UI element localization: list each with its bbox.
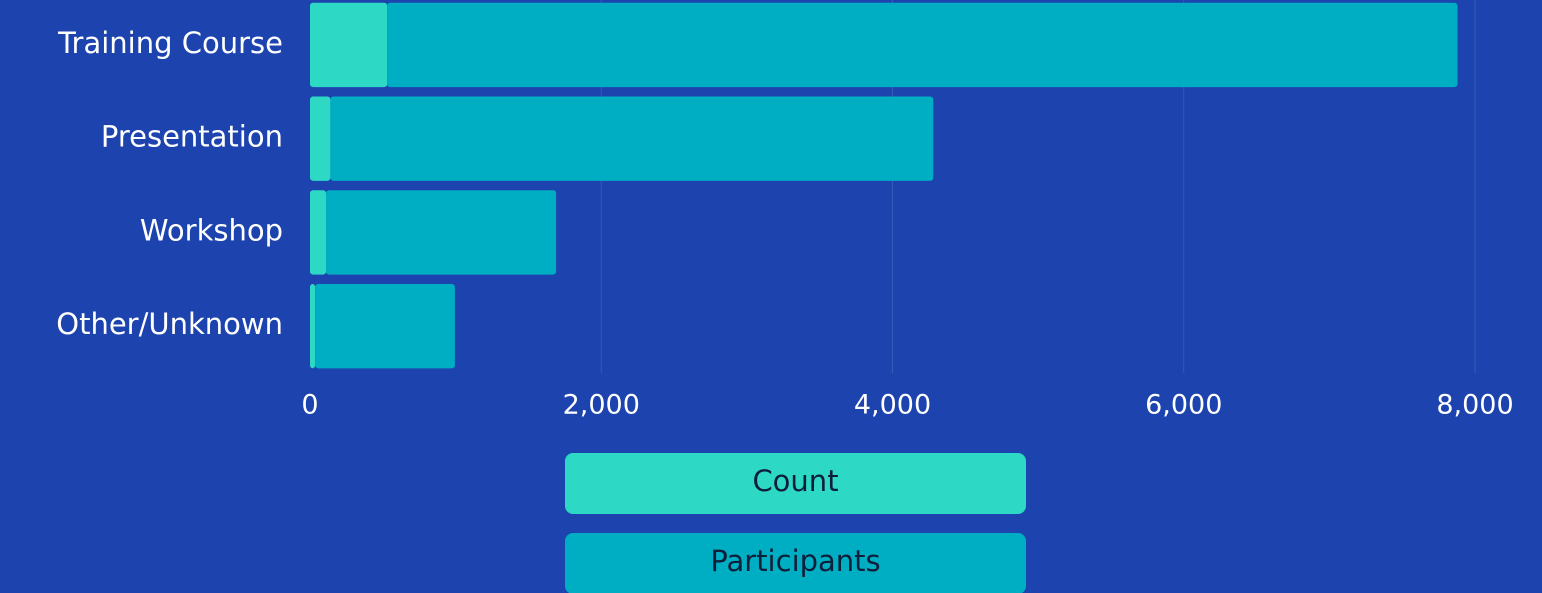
bar-segment (310, 2, 388, 88)
bar-segment (326, 190, 557, 275)
category-label: Training Course (57, 26, 283, 60)
legend-label[interactable]: Count (752, 464, 838, 498)
legend-label[interactable]: Participants (710, 544, 880, 578)
category-label: Presentation (101, 120, 283, 154)
bar-segment (310, 190, 327, 275)
category-label: Workshop (140, 213, 283, 247)
category-label: Other/Unknown (56, 307, 283, 341)
x-tick-label: 6,000 (1145, 390, 1222, 421)
legend-swatch[interactable] (565, 453, 1026, 514)
bar-segment (330, 96, 934, 181)
x-tick-label: 2,000 (563, 390, 640, 421)
x-tick-label: 8,000 (1436, 390, 1513, 421)
bar-segment (315, 283, 455, 369)
x-tick-label: 0 (301, 390, 318, 421)
x-tick-label: 4,000 (854, 390, 931, 421)
bar-segment (310, 283, 316, 369)
legend-swatch[interactable] (565, 533, 1026, 593)
bar-segment (310, 96, 331, 181)
bar-segment (387, 2, 1458, 88)
